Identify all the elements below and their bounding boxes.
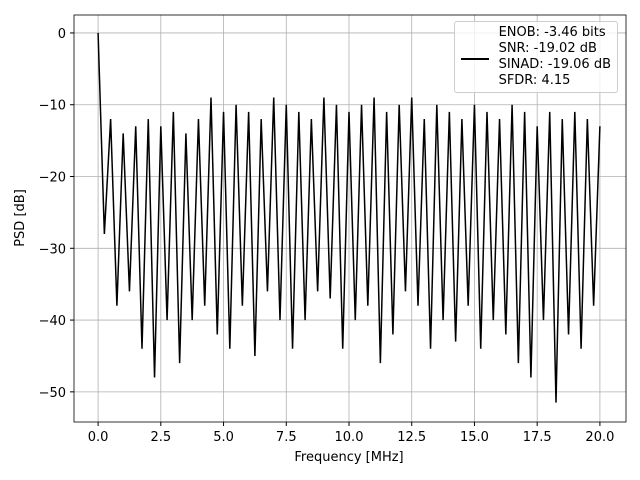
x-tick-label: 15.0	[460, 430, 489, 445]
x-axis-label: Frequency [MHz]	[294, 450, 403, 465]
y-tick-label: 0	[58, 27, 66, 42]
legend-swatch	[460, 58, 489, 60]
y-tick-label: −30	[39, 242, 66, 257]
x-tick-label: 12.5	[397, 430, 426, 445]
x-tick-label: 5.0	[213, 430, 234, 445]
data-line	[97, 32, 601, 403]
x-tick-label: 7.5	[276, 430, 297, 445]
y-tick-label: −10	[39, 99, 66, 114]
x-tick-label: 17.5	[523, 430, 552, 445]
legend-label: ENOB: -3.46 bits SNR: -19.02 dB SINAD: -…	[498, 25, 611, 88]
y-tick-label: −40	[39, 314, 66, 329]
plot-frame	[73, 14, 627, 423]
legend: ENOB: -3.46 bits SNR: -19.02 dB SINAD: -…	[453, 21, 618, 93]
x-tick-label: 10.0	[335, 430, 364, 445]
x-tick-label: 20.0	[585, 430, 614, 445]
y-tick-label: −50	[39, 386, 66, 401]
x-tick-label: 0.0	[88, 430, 109, 445]
x-tick-label: 2.5	[150, 430, 171, 445]
y-tick-label: −20	[39, 171, 66, 186]
y-axis-label: PSD [dB]	[13, 189, 28, 247]
